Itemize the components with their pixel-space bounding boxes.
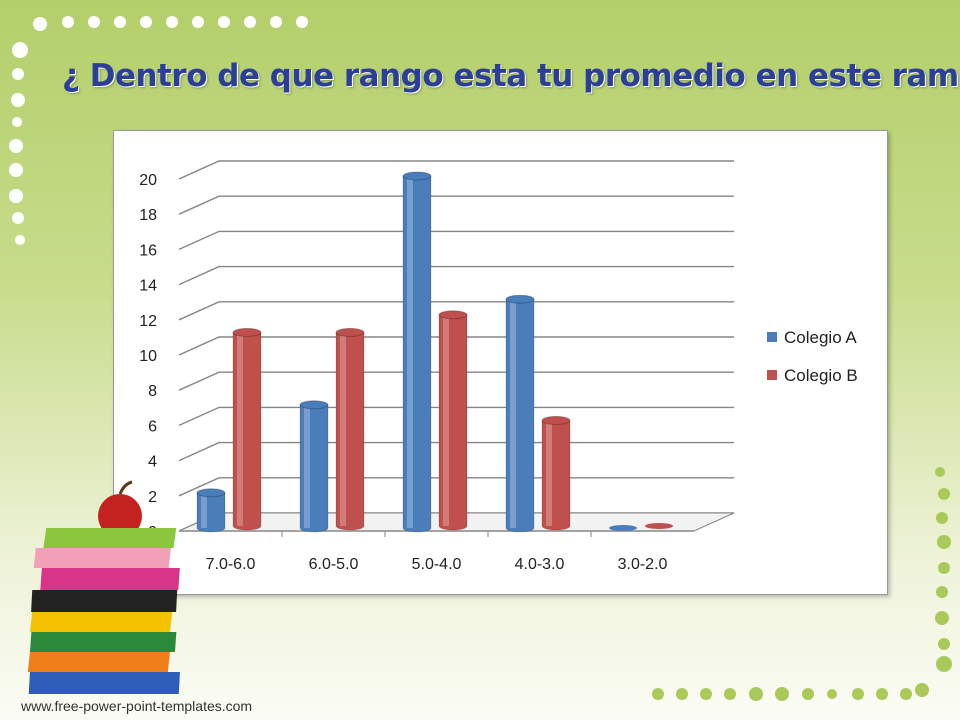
bar-series-b xyxy=(335,327,365,531)
decorative-dot xyxy=(166,16,178,28)
bar-series-b xyxy=(232,327,262,531)
x-tick-label: 6.0-5.0 xyxy=(309,556,359,573)
decorative-dot xyxy=(775,687,789,701)
decorative-dot xyxy=(827,689,837,699)
decorative-dot xyxy=(852,688,864,700)
gridline xyxy=(178,336,734,356)
decorative-dot xyxy=(62,16,74,28)
book-stack-illustration xyxy=(28,480,180,694)
decorative-dot xyxy=(936,512,948,524)
y-tick-label: 18 xyxy=(139,207,157,224)
decorative-dot xyxy=(12,117,22,127)
decorative-dot xyxy=(938,488,950,500)
bar-series-b xyxy=(541,415,571,531)
decorative-dot xyxy=(652,688,664,700)
decorative-dot xyxy=(296,16,308,28)
decorative-dot xyxy=(33,17,47,31)
footer-url: www.free-power-point-templates.com xyxy=(21,698,253,714)
decorative-dot xyxy=(218,16,230,28)
bar-series-a xyxy=(402,171,432,533)
decorative-dot xyxy=(935,611,949,625)
gridline xyxy=(178,371,734,391)
legend-label: Colegio A xyxy=(784,328,857,347)
x-tick-label: 7.0-6.0 xyxy=(206,556,256,573)
y-tick-label: 16 xyxy=(139,242,157,259)
decorative-dot xyxy=(936,586,948,598)
decorative-dot xyxy=(9,189,23,203)
decorative-dot xyxy=(9,139,23,153)
bar-series-a xyxy=(609,525,637,531)
gridline xyxy=(178,265,734,286)
decorative-dot xyxy=(676,688,688,700)
decorative-dot xyxy=(140,16,152,28)
bar-series-a xyxy=(299,400,329,533)
bar-series-b xyxy=(645,523,673,529)
x-tick-label: 3.0-2.0 xyxy=(618,556,668,573)
page-title: ¿ Dentro de que rango esta tu promedio e… xyxy=(62,58,960,94)
decorative-dot xyxy=(938,638,950,650)
y-tick-label: 4 xyxy=(148,454,157,471)
decorative-dot xyxy=(15,235,25,245)
gridline xyxy=(178,160,734,180)
decorative-dot xyxy=(724,688,736,700)
decorative-dot xyxy=(938,562,950,574)
y-tick-label: 6 xyxy=(148,418,157,435)
decorative-dot xyxy=(244,16,256,28)
decorative-dot xyxy=(749,687,763,701)
decorative-dot xyxy=(700,688,712,700)
apple-icon xyxy=(98,494,142,538)
legend-label: Colegio B xyxy=(784,366,858,385)
y-tick-label: 8 xyxy=(148,383,157,400)
decorative-dot xyxy=(935,467,945,477)
decorative-dot xyxy=(915,683,929,697)
y-tick-label: 10 xyxy=(139,348,157,365)
decorative-dot xyxy=(192,16,204,28)
legend-swatch xyxy=(767,370,777,380)
legend-swatch xyxy=(767,332,777,342)
y-tick-label: 14 xyxy=(139,278,157,295)
decorative-dot xyxy=(937,535,951,549)
gridline xyxy=(178,195,734,215)
y-tick-label: 20 xyxy=(139,172,157,189)
gridline xyxy=(178,406,734,427)
gridline xyxy=(178,230,734,251)
gridline xyxy=(178,301,734,321)
decorative-dot xyxy=(802,688,814,700)
decorative-dot xyxy=(900,688,912,700)
decorative-dot xyxy=(114,16,126,28)
x-tick-label: 4.0-3.0 xyxy=(515,556,565,573)
decorative-dot xyxy=(12,212,24,224)
decorative-dot xyxy=(876,688,888,700)
y-tick-label: 2 xyxy=(148,489,157,506)
decorative-dot xyxy=(12,42,28,58)
chart-panel: 024681012141618207.0-6.06.0-5.05.0-4.04.… xyxy=(113,130,888,595)
bar-series-a xyxy=(505,294,535,533)
decorative-dot xyxy=(88,16,100,28)
decorative-dot xyxy=(936,656,952,672)
decorative-dot xyxy=(12,68,24,80)
bar-chart: 024681012141618207.0-6.06.0-5.05.0-4.04.… xyxy=(139,160,858,573)
decorative-dot xyxy=(9,163,23,177)
decorative-dot xyxy=(11,93,25,107)
decorative-dot xyxy=(270,16,282,28)
y-tick-label: 12 xyxy=(139,313,157,330)
x-tick-label: 5.0-4.0 xyxy=(412,556,462,573)
bar-series-a xyxy=(196,488,226,533)
bar-series-b xyxy=(438,310,468,531)
